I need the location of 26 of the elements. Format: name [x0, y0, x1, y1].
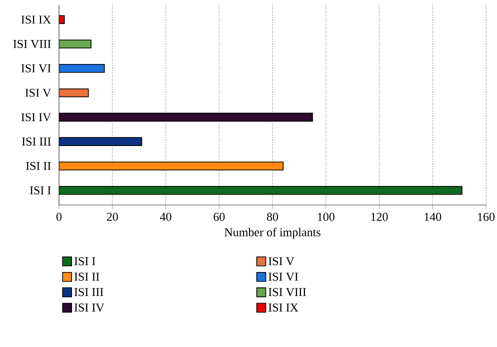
x-tick-label: 40	[160, 212, 172, 221]
x-tick-label: 100	[318, 212, 334, 221]
y-tick-label: ISI III	[22, 138, 51, 146]
legend-label: ISI IV	[74, 304, 104, 312]
y-tick-label: ISI V	[25, 88, 52, 97]
legend-label: ISI V	[268, 257, 294, 266]
x-tick-label: 120	[371, 212, 388, 221]
legend-label: ISI VI	[268, 272, 298, 281]
x-tick-label: 20	[106, 212, 118, 221]
legend-label: ISI IX	[268, 304, 298, 312]
y-tick-label: ISI IV	[21, 113, 52, 122]
y-tick-label: ISI IX	[21, 16, 51, 24]
x-tick-label: 0	[56, 212, 62, 221]
y-tick-label: ISI II	[26, 162, 51, 170]
y-tick-label: ISI VIII	[13, 40, 51, 48]
x-axis-title: Number of implants	[224, 228, 320, 239]
y-tick-label: ISI VI	[21, 64, 51, 72]
x-tick-label: 60	[214, 212, 225, 221]
legend-label: ISI III	[74, 288, 104, 296]
x-tick-label: 80	[266, 212, 278, 221]
x-tick-label: 140	[424, 212, 442, 221]
legend-label: ISI II	[74, 272, 100, 281]
legend-label: ISI VIII	[268, 288, 306, 296]
legend-label: ISI I	[74, 257, 96, 266]
y-tick-label: ISI I	[30, 186, 51, 194]
x-tick-label: 160	[478, 212, 495, 221]
